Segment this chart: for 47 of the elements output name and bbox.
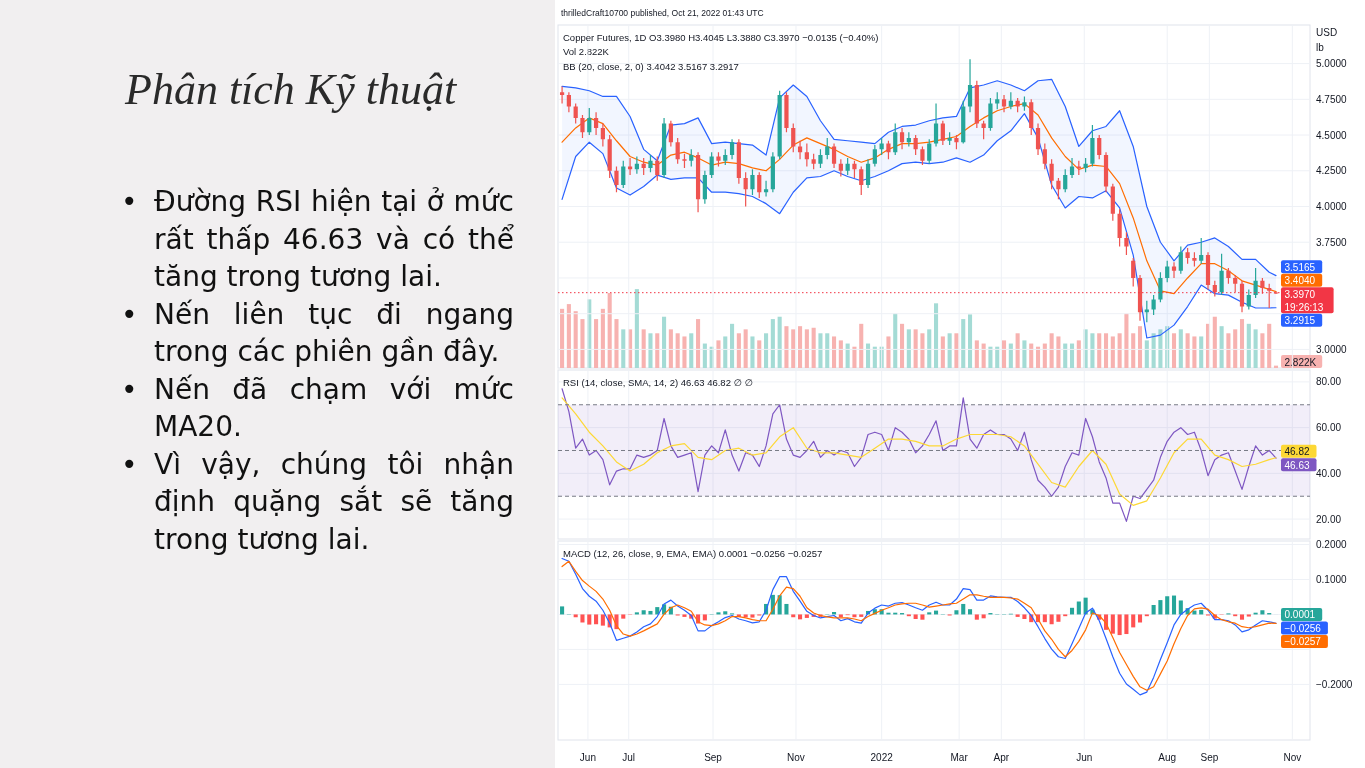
y-tick-label: 20.00 xyxy=(1316,513,1342,525)
data-label: 46.63 xyxy=(1284,459,1310,471)
y-tick-label: 0.1000 xyxy=(1316,573,1348,585)
text: MACD (12, 26, close, 9, EMA, EMA) 0.0001 −0.0256 −0.0257 xyxy=(563,547,823,559)
annotation: 0.0001 xyxy=(1284,608,1316,620)
x-tick-label: Nov xyxy=(787,751,805,763)
text: • Nến đã chạm với mức MA20. xyxy=(121,371,514,445)
y-tick-label: 4.2500 xyxy=(1316,165,1348,177)
text: thrilledCraft10700 published, Oct 21, 2022 01:43 UTC xyxy=(561,8,764,18)
text: Copper Futures, 1D O3.3980 H3.4045 L3.3880 C3.3970 −0.0135 (−0.40%) xyxy=(563,31,879,43)
text: BB (20, close, 2, 0) 3.4042 3.5167 3.2917 xyxy=(563,60,739,72)
x-tick-label: Jun xyxy=(1076,751,1093,763)
x-tick-label: Nov xyxy=(1283,751,1302,763)
x-tick-label: Aug xyxy=(1158,751,1177,763)
text: • Đường RSI hiện tại ở mức rất thấp 46.63 và có thể tăng trong tương lai. xyxy=(121,184,514,295)
data-label: 3.4040 xyxy=(1284,274,1316,286)
text: • Nến liên tục đi ngang trong các phiên gần đây. xyxy=(121,296,514,370)
x-tick-label: Jun xyxy=(579,751,596,763)
y-tick-label: 3.7500 xyxy=(1316,236,1348,248)
x-tick-label: Apr xyxy=(993,751,1010,763)
x-tick-label: Mar xyxy=(950,751,969,763)
ref-line-label: 3.3970 19:26:13 xyxy=(1284,288,1324,313)
text: • Vì vậy, chúng tôi nhận định quặng sắt sẽ tăng trong tương lai. xyxy=(121,446,514,558)
chart-title: Vol 2.822K xyxy=(563,46,610,57)
x-tick-label: Sep xyxy=(704,751,723,763)
text: Phân tích Kỹ thuật xyxy=(125,64,457,116)
y-axis-title: USD lb xyxy=(1316,27,1338,53)
y-tick-label: 4.7500 xyxy=(1316,93,1348,105)
y-tick-label: 0.2000 xyxy=(1316,539,1348,550)
data-label: 46.82 xyxy=(1284,445,1310,457)
y-tick-label: 80.00 xyxy=(1316,376,1342,388)
y-tick-label: −0.2000 xyxy=(1316,678,1353,690)
x-tick-label: Sep xyxy=(1200,751,1219,763)
y-tick-label: 5.0000 xyxy=(1316,58,1348,70)
text: RSI (14, close, SMA, 14, 2) 46.63 46.82 ∅ ∅ xyxy=(563,376,753,388)
y-tick-label: 60.00 xyxy=(1316,422,1342,434)
x-tick-label: Jul xyxy=(622,751,636,763)
data-label: −0.0256 xyxy=(1284,622,1322,634)
y-tick-label: 4.0000 xyxy=(1316,201,1348,212)
data-label: 3.5165 xyxy=(1284,261,1316,273)
y-tick-label: 40.00 xyxy=(1316,467,1342,479)
data-label: −0.0257 xyxy=(1284,635,1322,647)
y-tick-label: 3.0000 xyxy=(1316,343,1348,355)
data-label: 3.2915 xyxy=(1284,314,1316,326)
x-tick-label: 2022 xyxy=(870,751,894,763)
y-tick-label: 4.5000 xyxy=(1316,129,1348,141)
annotation: 2.822K xyxy=(1284,356,1317,367)
